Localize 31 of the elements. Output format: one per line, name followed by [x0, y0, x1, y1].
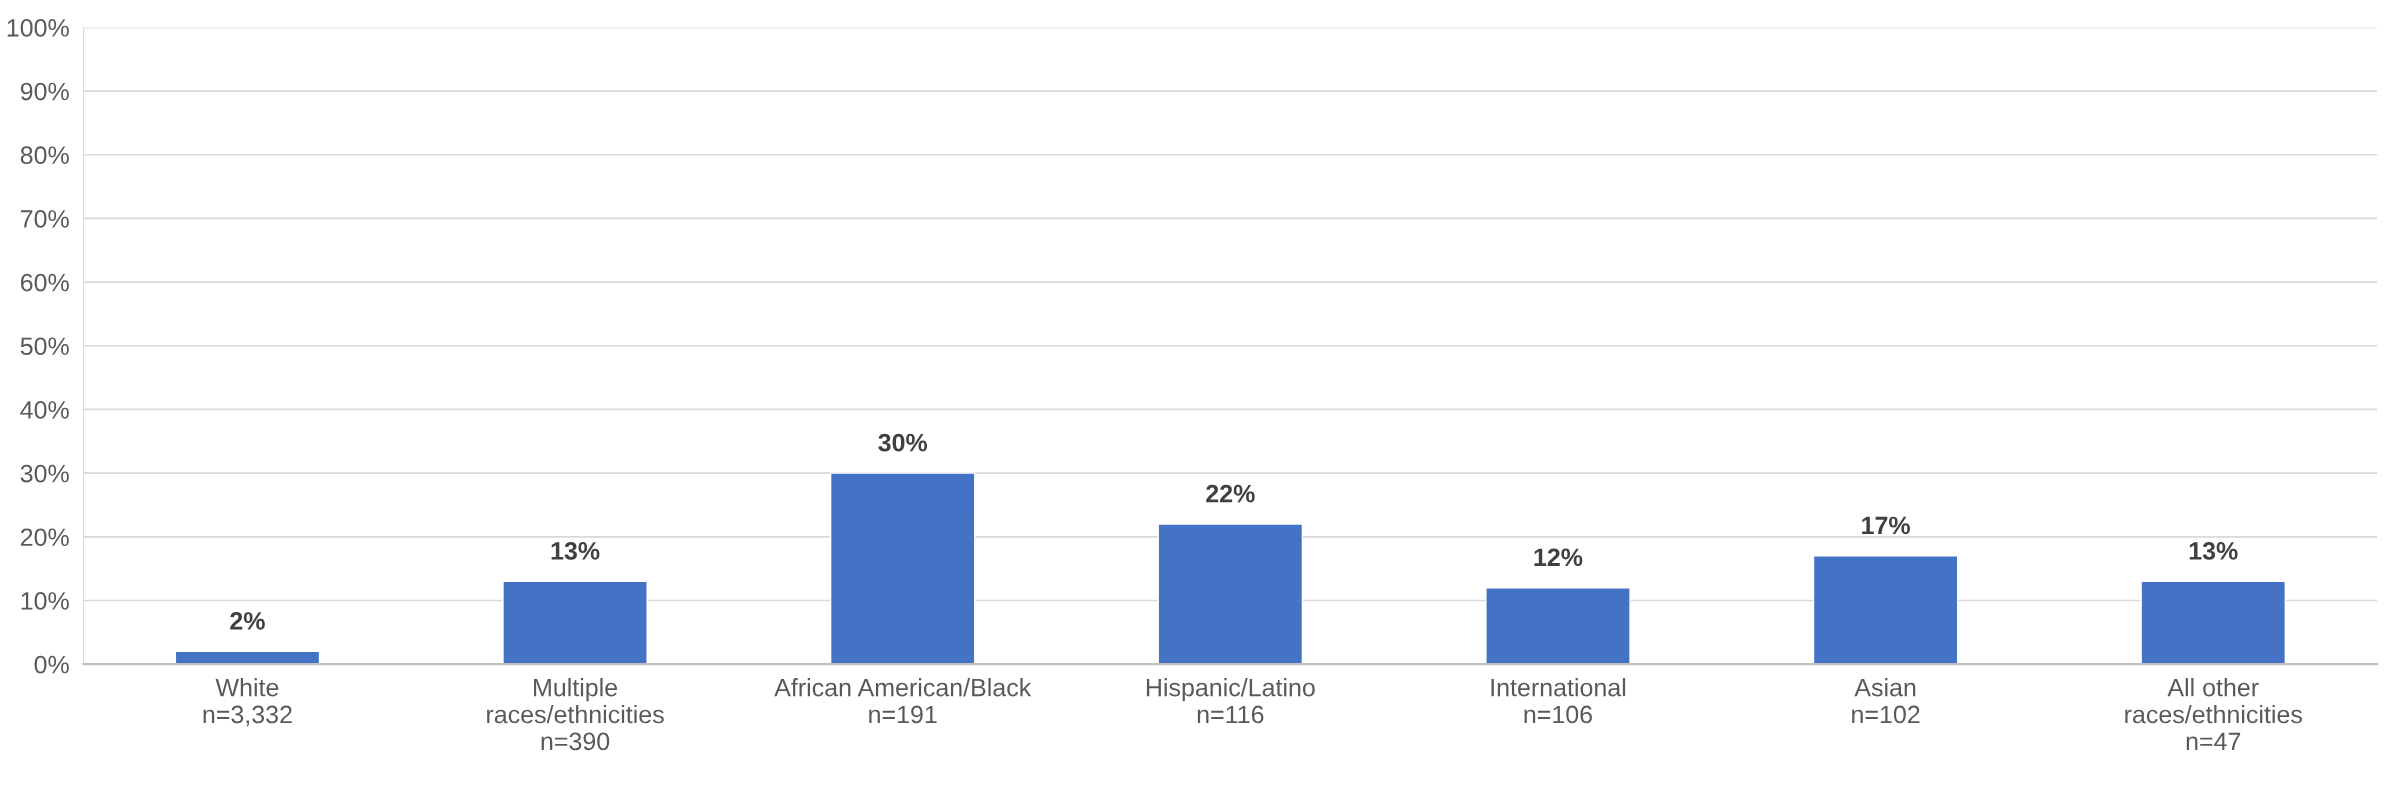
- y-tick-label: 80%: [20, 146, 69, 165]
- x-tick-label: Asian n=102: [1852, 678, 1920, 724]
- y-tick-label: 0%: [34, 655, 69, 674]
- x-tick-label: African American/Black n=191: [774, 678, 1032, 724]
- bar: [1812, 555, 1959, 665]
- x-tick-label: Multiple races/ethnicities n=390: [487, 678, 664, 751]
- y-tick-label: 40%: [20, 401, 69, 419]
- data-label: 2%: [230, 612, 265, 630]
- data-label: 13%: [2189, 542, 2238, 560]
- data-label: 30%: [878, 433, 928, 452]
- bar: [1485, 587, 1631, 665]
- y-tick-label: 30%: [20, 464, 69, 483]
- bar: [502, 580, 648, 665]
- y-tick-label: 60%: [20, 273, 69, 292]
- x-tick-label: Hispanic/Latino n=116: [1146, 678, 1315, 724]
- y-tick-label: 70%: [20, 210, 69, 228]
- x-tick-label: International n=106: [1491, 678, 1626, 724]
- y-tick-label: 90%: [20, 82, 69, 101]
- data-label: 22%: [1206, 484, 1255, 503]
- bar: [2140, 580, 2287, 665]
- x-tick-label: All other races/ethnicities n=47: [2125, 678, 2302, 751]
- y-tick-label: 100%: [7, 19, 69, 37]
- data-label: 13%: [551, 542, 600, 560]
- y-tick-label: 50%: [20, 337, 69, 356]
- y-tick-label: 10%: [21, 592, 69, 610]
- data-label: 17%: [1862, 516, 1910, 535]
- data-label: 12%: [1534, 548, 1583, 567]
- x-tick-label: White n=3,332: [203, 678, 292, 727]
- bar: [829, 472, 976, 665]
- bar: [1157, 523, 1304, 665]
- y-tick-label: 20%: [20, 528, 69, 547]
